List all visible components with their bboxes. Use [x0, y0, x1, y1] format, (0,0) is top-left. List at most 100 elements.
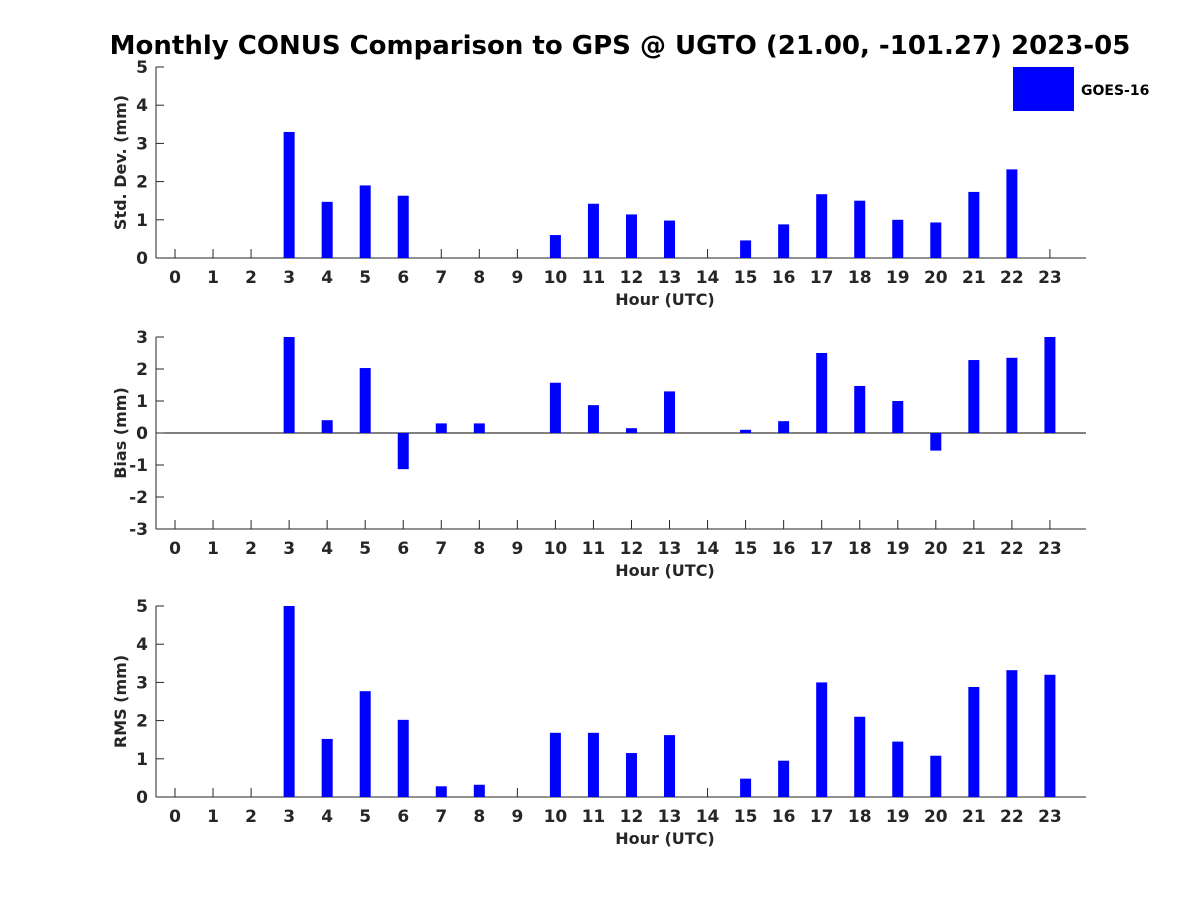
x-tick-label: 14: [696, 268, 720, 288]
bar-hour-19: [892, 219, 904, 258]
bar-hour-21: [968, 686, 980, 797]
y-tick-label: 0: [136, 249, 148, 269]
bar-hour-5: [359, 368, 371, 433]
bar-hour-5: [359, 691, 371, 797]
y-tick-label: -3: [129, 520, 148, 540]
x-tick-label: 10: [544, 807, 568, 827]
bar-hour-12: [625, 753, 637, 797]
x-tick-label: 2: [245, 539, 257, 559]
x-tick-label: 10: [544, 268, 568, 288]
x-tick-label: 9: [511, 539, 523, 559]
x-tick-label: 23: [1038, 807, 1062, 827]
x-tick-label: 14: [696, 539, 720, 559]
bar-hour-20: [930, 222, 942, 258]
x-tick-label: 20: [924, 539, 948, 559]
y-tick-label: 0: [136, 424, 148, 444]
bar-hour-11: [587, 203, 599, 258]
bar-hour-4: [321, 201, 333, 258]
legend-label-goes16: GOES-16: [1081, 83, 1149, 99]
y-tick-label: 3: [136, 134, 148, 154]
x-tick-label: 4: [321, 539, 333, 559]
x-tick-label: 18: [848, 268, 872, 288]
x-tick-label: 21: [962, 539, 986, 559]
y-tick-label: 3: [136, 328, 148, 348]
bar-hour-10: [549, 235, 561, 258]
x-tick-label: 12: [620, 268, 644, 288]
x-tick-label: 9: [511, 268, 523, 288]
bar-hour-4: [321, 738, 333, 797]
x-tick-label: 1: [207, 807, 219, 827]
y-tick-label: -1: [129, 456, 148, 476]
bar-hour-6: [397, 433, 409, 470]
y-tick-label: 1: [136, 750, 148, 770]
bar-hour-23: [1044, 674, 1056, 797]
bar-hour-22: [1006, 169, 1018, 258]
bar-hour-4: [321, 420, 333, 433]
y-tick-label: 1: [136, 392, 148, 412]
x-tick-label: 6: [397, 539, 409, 559]
x-tick-label: 22: [1000, 539, 1024, 559]
y-tick-label: 0: [136, 788, 148, 808]
y-tick-label: -2: [129, 488, 148, 508]
x-tick-label: 11: [582, 539, 606, 559]
y-tick-label: 5: [136, 597, 148, 617]
x-tick-label: 16: [772, 539, 796, 559]
x-tick-label: 2: [245, 807, 257, 827]
bar-hour-10: [549, 382, 561, 433]
x-tick-label: 19: [886, 807, 910, 827]
x-tick-label: 3: [283, 539, 295, 559]
x-tick-label: 11: [582, 268, 606, 288]
bar-hour-15: [740, 778, 752, 797]
bar-hour-18: [854, 385, 866, 433]
bar-hour-21: [968, 360, 980, 433]
x-tick-label: 0: [169, 268, 181, 288]
x-tick-label: 21: [962, 268, 986, 288]
y-tick-label: 5: [136, 58, 148, 78]
chart-title: Monthly CONUS Comparison to GPS @ UGTO (…: [110, 31, 1131, 61]
x-tick-label: 12: [620, 539, 644, 559]
x-tick-label: 18: [848, 807, 872, 827]
x-tick-label: 12: [620, 807, 644, 827]
bar-hour-7: [435, 786, 447, 797]
bar-hour-11: [587, 732, 599, 797]
bar-hour-15: [740, 429, 752, 433]
x-tick-label: 14: [696, 807, 720, 827]
bar-hour-22: [1006, 670, 1018, 797]
x-tick-label: 0: [169, 539, 181, 559]
x-tick-label: 6: [397, 807, 409, 827]
bar-hour-5: [359, 185, 371, 258]
y-tick-label: 3: [136, 673, 148, 693]
bar-hour-8: [473, 423, 485, 433]
x-tick-label: 8: [473, 539, 485, 559]
x-tick-label: 23: [1038, 268, 1062, 288]
x-axis-label: Hour (UTC): [615, 290, 715, 309]
x-tick-label: 1: [207, 539, 219, 559]
x-tick-label: 19: [886, 539, 910, 559]
bar-hour-3: [283, 606, 295, 797]
bar-hour-10: [549, 732, 561, 797]
x-tick-label: 17: [810, 268, 834, 288]
bar-hour-13: [664, 735, 676, 797]
x-axis-label: Hour (UTC): [615, 561, 715, 580]
x-tick-label: 15: [734, 268, 758, 288]
legend: GOES-16: [1013, 67, 1149, 111]
x-tick-label: 3: [283, 268, 295, 288]
y-tick-label: 4: [136, 635, 148, 655]
bar-hour-3: [283, 337, 295, 433]
x-tick-label: 5: [359, 539, 371, 559]
x-tick-label: 8: [473, 807, 485, 827]
legend-swatch-goes16: [1013, 67, 1074, 111]
y-tick-label: 1: [136, 211, 148, 231]
x-tick-label: 22: [1000, 807, 1024, 827]
x-tick-label: 10: [544, 539, 568, 559]
x-tick-label: 8: [473, 268, 485, 288]
bar-hour-19: [892, 741, 904, 797]
x-tick-label: 5: [359, 268, 371, 288]
y-axis-label: Std. Dev. (mm): [111, 95, 130, 230]
x-tick-label: 17: [810, 807, 834, 827]
x-tick-label: 1: [207, 268, 219, 288]
y-tick-label: 2: [136, 360, 148, 380]
